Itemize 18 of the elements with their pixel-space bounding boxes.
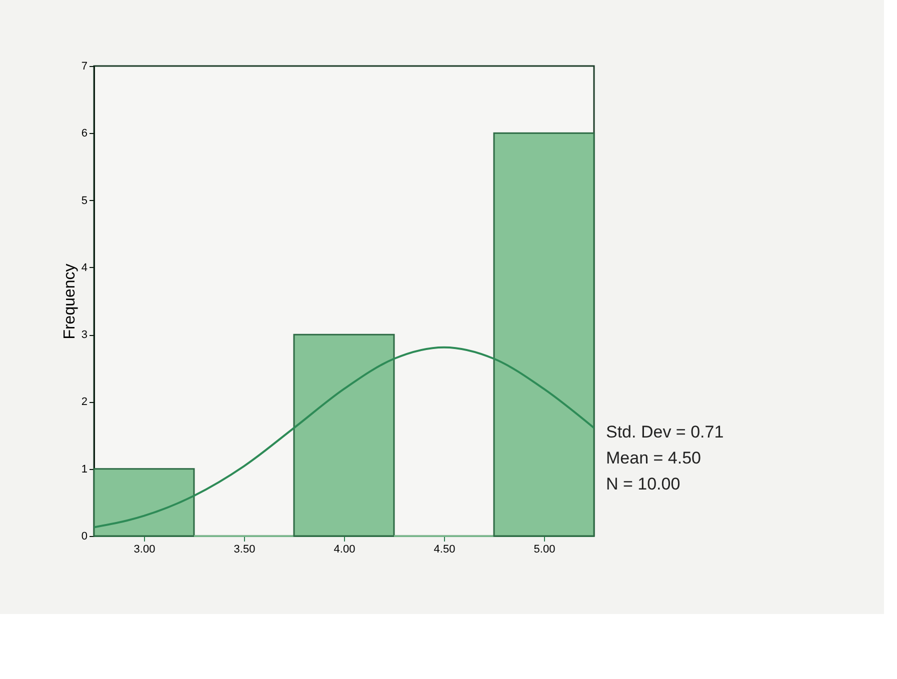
y-axis-title: Frequency	[61, 264, 78, 340]
text: N = 10.00	[606, 474, 680, 494]
x-tick-label: 3.00	[134, 544, 156, 556]
line-series	[94, 346, 594, 528]
y-tick-label: 3	[81, 329, 88, 342]
x-tick-label: 5.00	[534, 544, 556, 556]
y-tick-label: 0	[81, 530, 88, 542]
y-tick-label: 7	[81, 60, 88, 72]
text: Std. Dev = 0.71	[606, 422, 724, 442]
y-tick-label: 5	[81, 194, 88, 207]
x-tick-label: 4.50	[434, 544, 456, 556]
y-tick-label: 1	[81, 463, 88, 476]
x-tick-label: 3.50	[234, 544, 256, 556]
y-tick-label: 2	[81, 396, 88, 408]
y-tick-label: 6	[81, 128, 88, 140]
y-tick-label: 4	[81, 262, 88, 274]
text: Mean = 4.50	[606, 448, 701, 468]
x-tick-label: 4.00	[334, 544, 356, 556]
